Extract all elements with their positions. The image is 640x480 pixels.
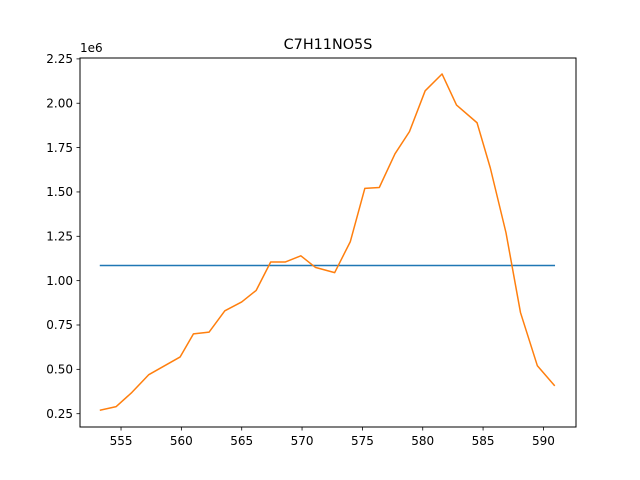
y-tick-label: 1.00: [46, 274, 73, 288]
x-tick-label: 565: [230, 434, 253, 448]
y-tick-label: 1.50: [46, 185, 73, 199]
y-offset-label: 1e6: [80, 41, 103, 55]
y-tick-label: 0.75: [46, 318, 73, 332]
y-tick-label: 1.75: [46, 141, 73, 155]
x-axis: 555 560 565 570 575 580 585 590: [110, 427, 555, 448]
x-tick-label: 580: [411, 434, 434, 448]
x-tick-label: 575: [351, 434, 374, 448]
y-tick-label: 1.25: [46, 229, 73, 243]
x-tick-label: 590: [532, 434, 555, 448]
series-line-2: [99, 73, 556, 412]
y-tick-label: 2.00: [46, 96, 73, 110]
chart-title: C7H11NO5S: [284, 37, 373, 53]
x-tick-label: 570: [291, 434, 314, 448]
x-tick-label: 555: [110, 434, 133, 448]
axes-frame: [79, 57, 577, 428]
y-tick-label: 0.50: [46, 363, 73, 377]
y-tick-label: 2.25: [46, 52, 73, 66]
y-tick-label: 0.25: [46, 407, 73, 421]
x-tick-label: 585: [472, 434, 495, 448]
x-tick-label: 560: [170, 434, 193, 448]
y-axis: 0.25 0.50 0.75 1.00 1.25 1.50 1.75 2.00 2.25: [46, 52, 80, 421]
series-layer: [99, 73, 556, 412]
